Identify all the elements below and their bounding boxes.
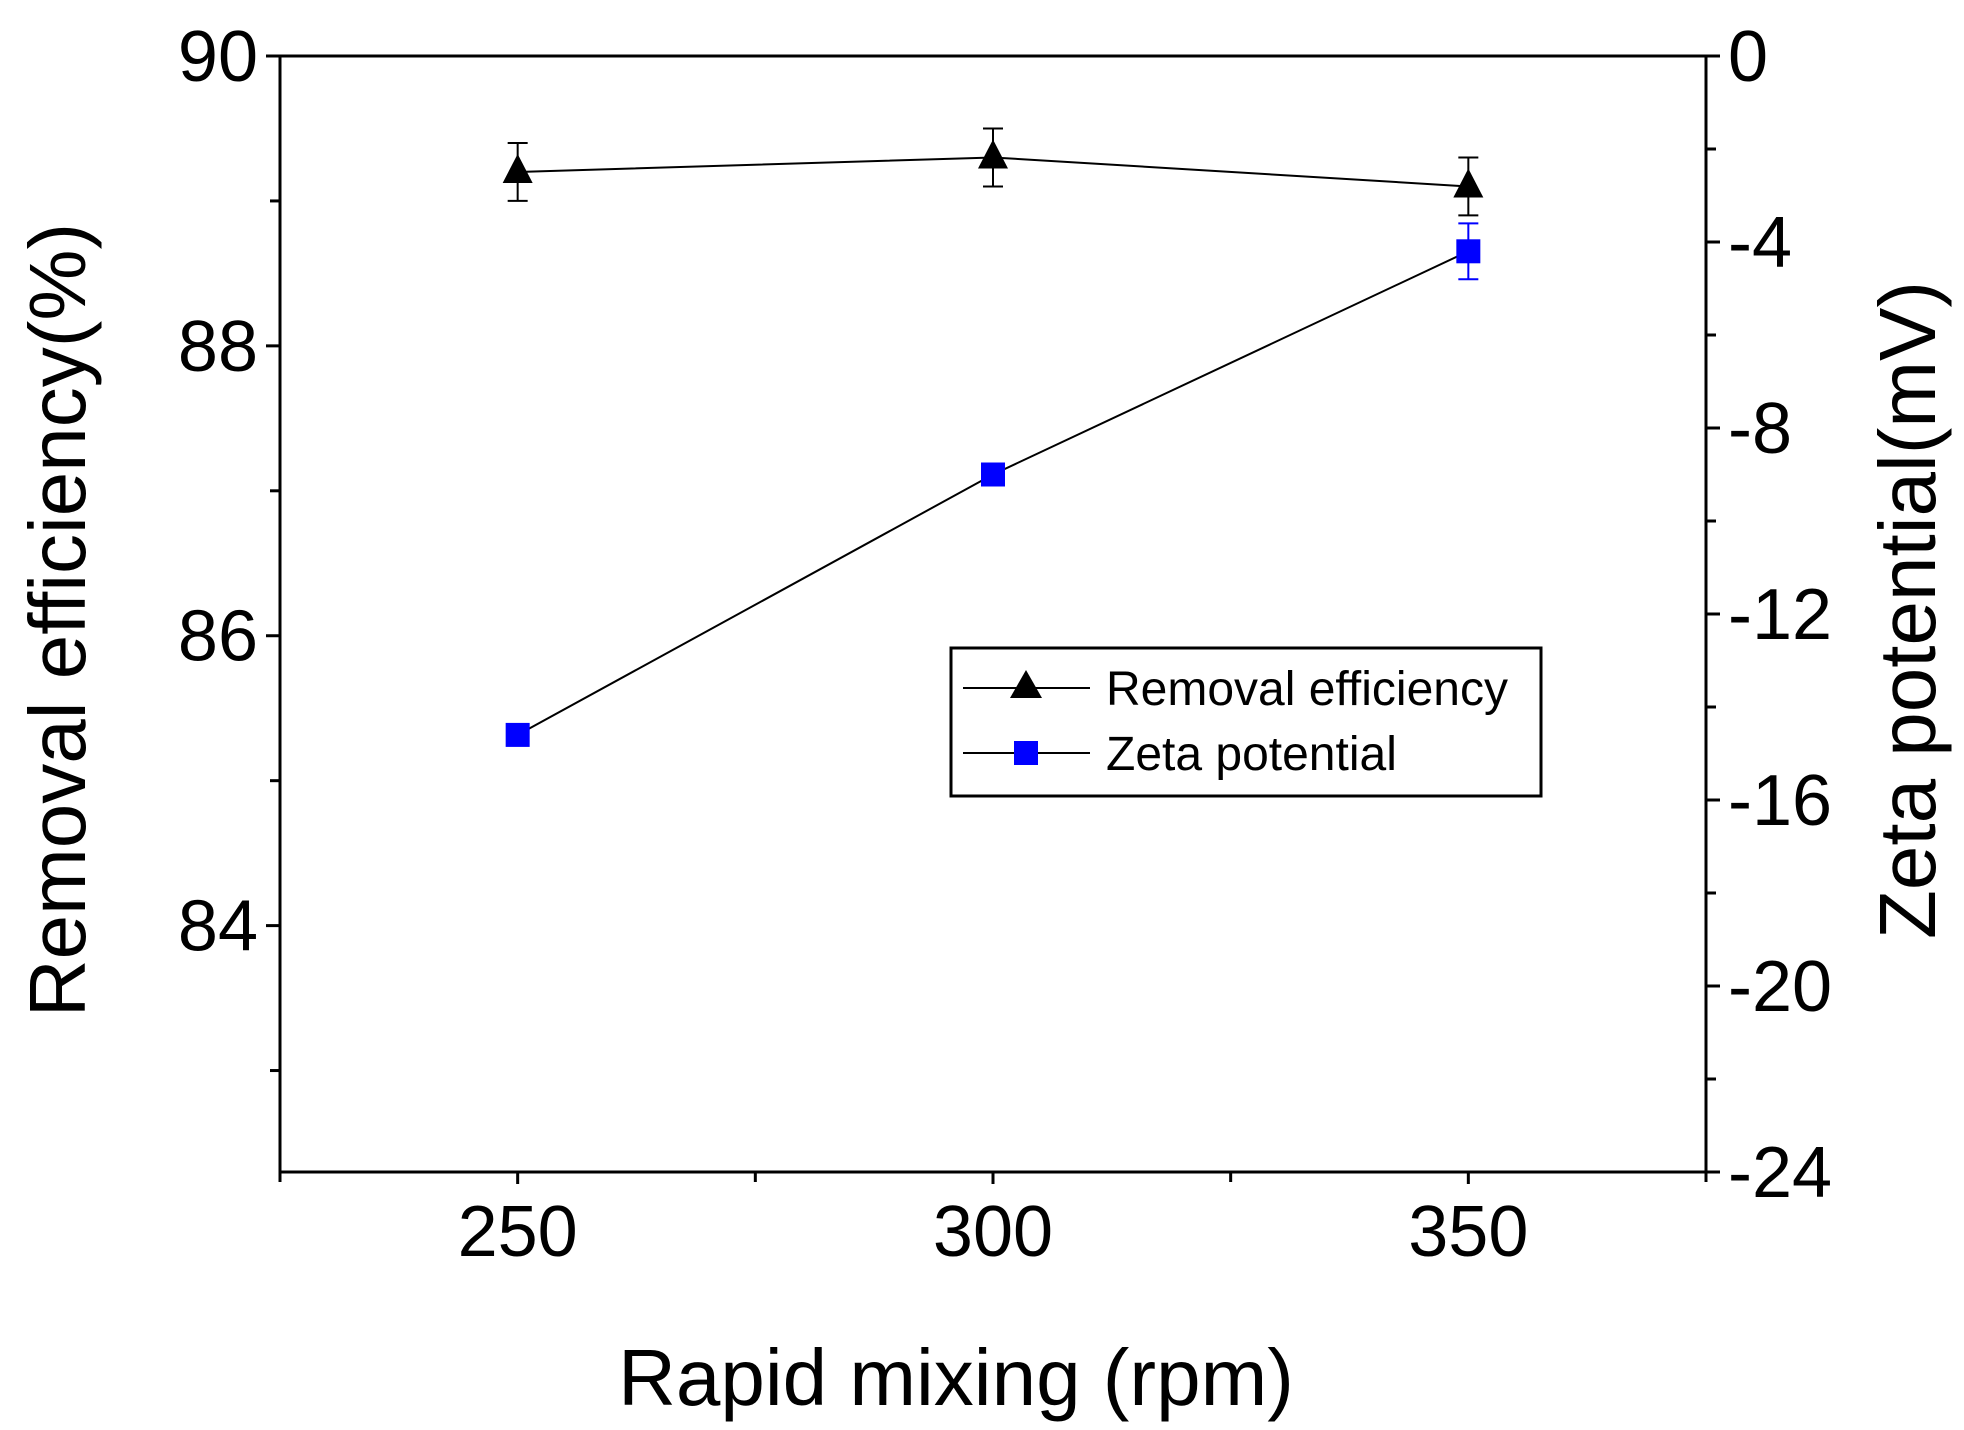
y-left-tick-label: 86 [178,597,258,677]
legend-marker-square [1014,741,1038,765]
tick-labels: 250 300 350 84 86 88 90 -24 -20 -16 -12 -8 -4 0 [178,17,1832,1272]
y-right-tick-label: -12 [1728,575,1832,655]
square-marker [1456,239,1481,264]
axis-ticks [266,54,1720,1184]
triangle-marker [978,139,1008,169]
y-right-tick-label: -4 [1728,203,1792,283]
y-axis-title-right: Zeta potential(mV) [1863,281,1952,939]
y-right-tick-label: -20 [1728,947,1832,1027]
square-marker [505,722,530,747]
x-tick-label: 250 [458,1192,578,1272]
triangle-marker [502,153,533,183]
plot-frame [278,54,1708,1174]
square-marker [981,462,1005,487]
x-axis-title: Rapid mixing (rpm) [618,1333,1294,1422]
y-right-tick-label: -8 [1728,389,1792,469]
y-right-tick-label: -16 [1728,761,1832,841]
legend-box [949,646,1543,798]
legend: Removal efficiency Zeta potential [949,646,1543,798]
y-right-tick-label: 0 [1728,17,1768,97]
y-axis-title-left: Removal efficiency(%) [13,223,102,1017]
y-right-tick-label: -24 [1728,1133,1832,1213]
triangle-marker [1453,168,1484,198]
legend-marker-triangle [1010,670,1042,698]
data-marks [502,127,1484,747]
x-tick-label: 300 [933,1192,1053,1272]
legend-label-removal: Removal efficiency [1106,663,1508,716]
y-left-tick-label: 88 [178,307,258,387]
x-tick-label: 350 [1408,1192,1528,1272]
y-left-tick-label: 84 [178,887,258,967]
legend-label-zeta: Zeta potential [1106,728,1397,781]
y-left-tick-label: 90 [178,17,258,97]
